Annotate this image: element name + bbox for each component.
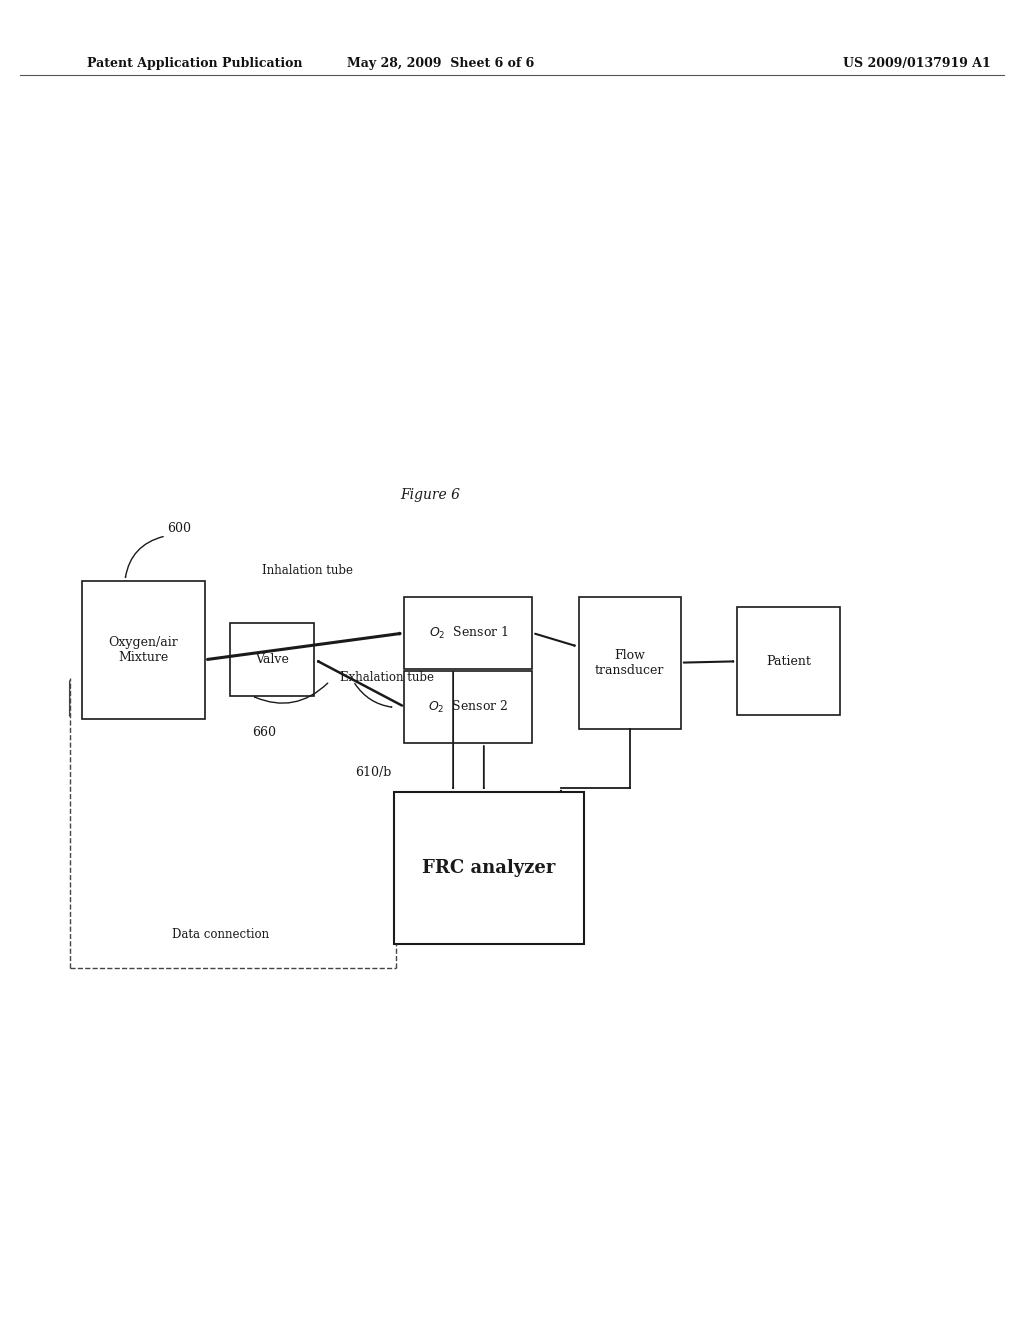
- Bar: [394, 792, 584, 944]
- Text: Patent Application Publication: Patent Application Publication: [87, 57, 302, 70]
- Bar: [230, 623, 314, 696]
- Text: May 28, 2009  Sheet 6 of 6: May 28, 2009 Sheet 6 of 6: [347, 57, 534, 70]
- Text: Patient: Patient: [766, 655, 811, 668]
- Text: 600: 600: [167, 521, 191, 535]
- Text: Flow
transducer: Flow transducer: [595, 648, 665, 677]
- Bar: [579, 597, 681, 729]
- Bar: [82, 581, 205, 719]
- Text: US 2009/0137919 A1: US 2009/0137919 A1: [843, 57, 990, 70]
- Bar: [404, 597, 532, 669]
- Text: FRC analyzer: FRC analyzer: [422, 859, 556, 876]
- Text: Valve: Valve: [255, 653, 290, 665]
- Bar: [737, 607, 840, 715]
- Text: $O_2$  Sensor 2: $O_2$ Sensor 2: [428, 698, 509, 715]
- Text: Figure 6: Figure 6: [400, 488, 460, 502]
- Text: Data connection: Data connection: [172, 928, 268, 941]
- Text: Oxygen/air
Mixture: Oxygen/air Mixture: [109, 636, 178, 664]
- Text: 660: 660: [252, 726, 276, 739]
- Bar: [404, 671, 532, 743]
- Text: 610/b: 610/b: [355, 766, 392, 779]
- Text: $O_2$  Sensor 1: $O_2$ Sensor 1: [429, 624, 508, 642]
- Text: Exhalation tube: Exhalation tube: [340, 671, 434, 684]
- Text: Inhalation tube: Inhalation tube: [262, 564, 352, 577]
